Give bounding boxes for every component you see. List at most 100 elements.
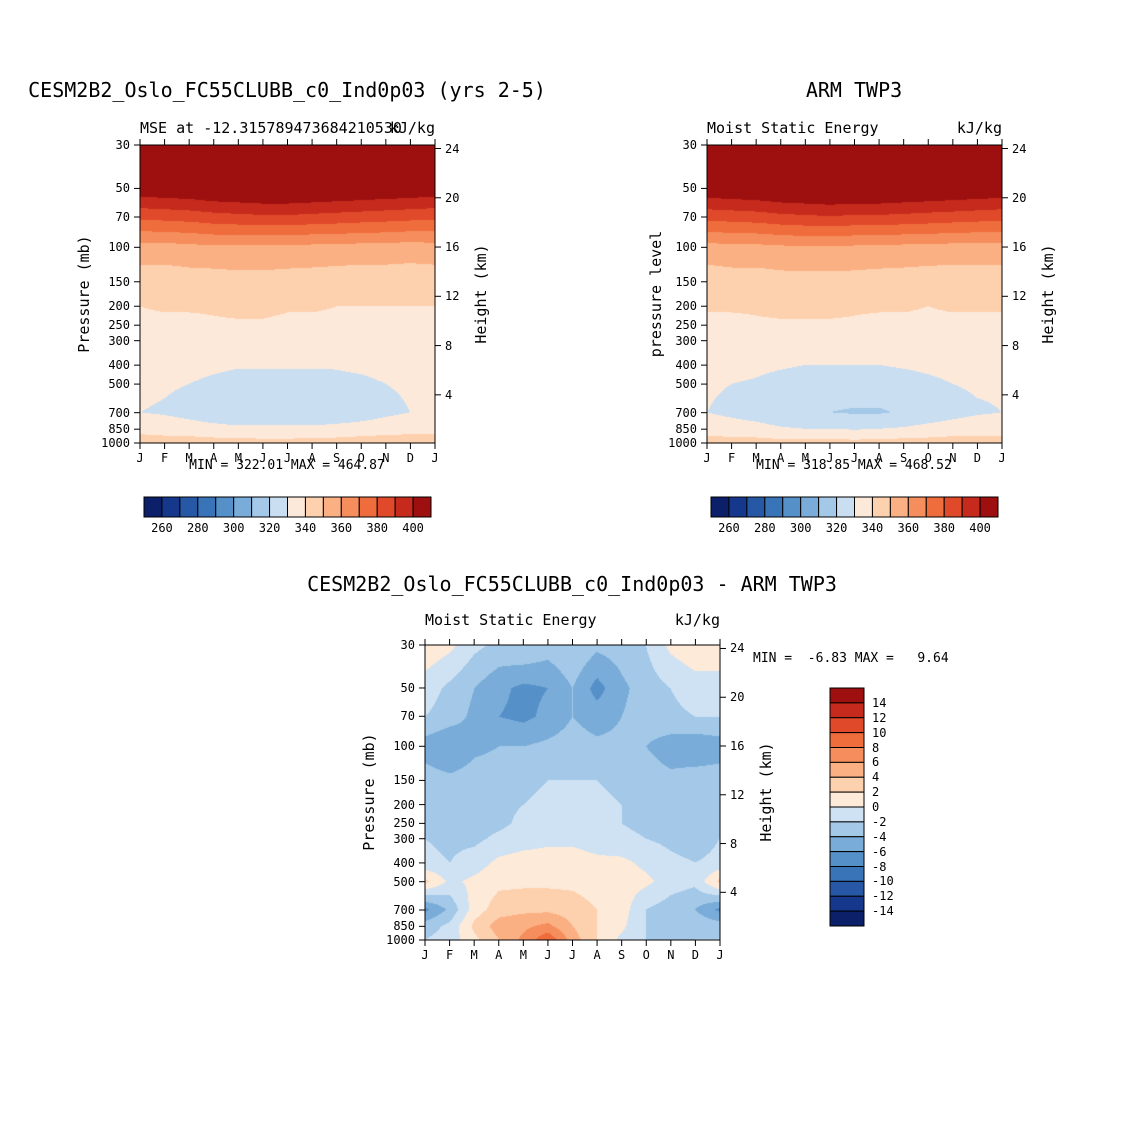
obs-minmax-text: MIN = 318.85 MAX = 468.52 xyxy=(756,458,952,473)
month-tick-label: J xyxy=(544,948,552,962)
pressure-tick-label: 700 xyxy=(675,405,697,420)
pressure-tick-label: 30 xyxy=(400,638,415,652)
colorbar-tick-label: -8 xyxy=(872,859,887,874)
height-tick-label: 4 xyxy=(730,885,738,900)
month-tick-label: N xyxy=(949,451,957,465)
pressure-tick-label: 850 xyxy=(393,919,415,934)
colorbar-tick-label: 260 xyxy=(718,521,740,535)
pressure-tick-label: 850 xyxy=(108,422,130,437)
month-tick-label: D xyxy=(406,451,415,465)
obs-panel-title: ARM TWP3 xyxy=(805,78,903,102)
obs-contour-plot xyxy=(707,145,1002,443)
pressure-tick-label: 400 xyxy=(675,358,697,373)
height-tick-label: 12 xyxy=(1012,289,1027,304)
month-tick-label: F xyxy=(160,451,169,465)
pressure-tick-label: 700 xyxy=(393,902,415,917)
colorbar-tick-label: 8 xyxy=(872,740,880,755)
month-tick-label: A xyxy=(875,451,883,465)
diff-contour-plot xyxy=(425,645,720,940)
month-tick-label: F xyxy=(727,451,736,465)
colorbar-tick-label: 14 xyxy=(872,695,887,710)
height-tick-label: 24 xyxy=(445,141,460,156)
month-tick-label: A xyxy=(308,451,316,465)
colorbar-tick-label: 300 xyxy=(222,521,245,535)
colorbar-tick-label: 340 xyxy=(294,521,317,535)
colorbar-tick-label: -14 xyxy=(872,904,894,919)
month-tick-label: S xyxy=(900,451,908,465)
month-tick-label: D xyxy=(973,451,982,465)
colorbar-tick-label: 400 xyxy=(402,521,424,535)
colorbar-tick-label: 10 xyxy=(872,725,887,740)
pressure-tick-label: 200 xyxy=(675,299,697,314)
pressure-tick-label: 150 xyxy=(108,274,130,289)
pressure-tick-label: 100 xyxy=(675,240,697,255)
pressure-tick-label: 500 xyxy=(108,377,130,392)
pressure-tick-label: 150 xyxy=(675,274,697,289)
height-tick-label: 20 xyxy=(1012,190,1027,205)
month-tick-label: M xyxy=(185,451,193,465)
colorbar-tick-label: -4 xyxy=(872,829,887,844)
pressure-tick-label: 250 xyxy=(393,816,415,831)
month-tick-label: O xyxy=(642,948,650,962)
pressure-tick-label: 400 xyxy=(393,855,415,870)
month-tick-label: J xyxy=(421,948,429,962)
height-tick-label: 16 xyxy=(445,240,460,255)
month-tick-label: J xyxy=(703,451,711,465)
month-tick-label: S xyxy=(333,451,341,465)
month-tick-label: M xyxy=(519,948,527,962)
colorbar-tick-label: 0 xyxy=(872,800,880,814)
month-tick-label: M xyxy=(470,948,478,962)
diff-panel-title: CESM2B2_Oslo_FC55CLUBB_c0_Ind0p03 - ARM … xyxy=(307,572,837,596)
model-minmax-text: MIN = 322.01 MAX = 464.87 xyxy=(189,458,385,473)
model-height-axis-label: Height (km) xyxy=(472,244,490,344)
pressure-tick-label: 250 xyxy=(675,318,697,333)
height-tick-label: 20 xyxy=(445,190,460,205)
month-tick-label: A xyxy=(777,451,785,465)
pressure-tick-label: 300 xyxy=(393,831,415,846)
diff-minmax-text: MIN = -6.83 MAX = 9.64 xyxy=(753,651,949,666)
month-tick-label: S xyxy=(618,948,626,962)
model-contour-plot xyxy=(140,145,435,443)
month-tick-label: N xyxy=(382,451,390,465)
model-left-string: MSE at -12.315789473684210530 xyxy=(140,119,402,137)
pressure-tick-label: 850 xyxy=(675,422,697,437)
pressure-tick-label: 1000 xyxy=(101,436,130,450)
colorbar-tick-label: 340 xyxy=(861,521,884,535)
pressure-tick-label: 100 xyxy=(108,240,130,255)
colorbar-tick-label: -12 xyxy=(872,889,894,904)
month-tick-label: O xyxy=(924,451,932,465)
colorbar-tick-label: 4 xyxy=(872,770,880,785)
colorbar-tick-label: 400 xyxy=(969,521,991,535)
colorbar-tick-label: 360 xyxy=(897,521,920,535)
colorbar-tick-label: 6 xyxy=(872,755,880,770)
pressure-tick-label: 70 xyxy=(400,709,415,724)
month-tick-label: M xyxy=(752,451,760,465)
pressure-tick-label: 150 xyxy=(393,773,415,788)
colorbar-tick-label: 380 xyxy=(366,521,389,535)
month-tick-label: O xyxy=(357,451,365,465)
colorbar-tick-label: 320 xyxy=(825,521,848,535)
month-tick-label: J xyxy=(850,451,859,465)
colorbar-tick-label: -10 xyxy=(872,874,894,889)
diff-left-string: Moist Static Energy xyxy=(425,611,597,629)
pressure-tick-label: 1000 xyxy=(668,436,697,450)
diff-height-axis-label: Height (km) xyxy=(757,742,775,842)
height-tick-label: 4 xyxy=(1012,387,1020,402)
month-tick-label: M xyxy=(234,451,242,465)
pressure-tick-label: 50 xyxy=(400,680,415,695)
month-tick-label: J xyxy=(136,451,144,465)
pressure-tick-label: 30 xyxy=(115,138,130,152)
colorbar-tick-label: 280 xyxy=(186,521,209,535)
height-tick-label: 8 xyxy=(730,836,738,851)
pressure-tick-label: 500 xyxy=(675,377,697,392)
height-tick-label: 24 xyxy=(1012,141,1027,156)
pressure-tick-label: 70 xyxy=(682,210,697,224)
pressure-tick-label: 300 xyxy=(675,333,697,348)
height-tick-label: 8 xyxy=(445,338,453,353)
month-tick-label: J xyxy=(431,451,439,465)
colorbar-tick-label: 2 xyxy=(872,785,880,800)
month-tick-label: J xyxy=(826,451,834,465)
height-tick-label: 4 xyxy=(445,387,453,402)
obs-height-axis-label: Height (km) xyxy=(1039,244,1057,344)
pressure-tick-label: 30 xyxy=(682,138,697,152)
